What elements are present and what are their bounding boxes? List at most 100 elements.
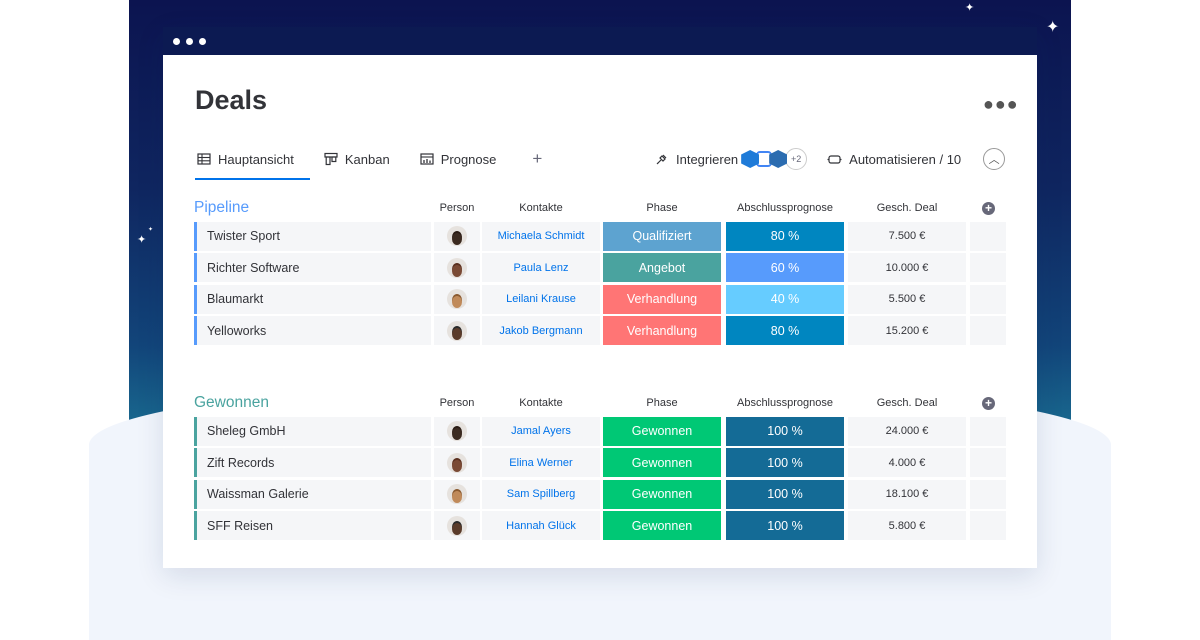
contact-link[interactable]: Leilani Krause (482, 284, 600, 314)
group-header: Gewonnen Person Kontakte Phase Abschluss… (194, 392, 1007, 414)
contact-link[interactable]: Elina Werner (482, 448, 600, 478)
table-row[interactable]: Yelloworks Jakob Bergmann Verhandlung 80… (194, 316, 1007, 346)
column-header-deal[interactable]: Gesch. Deal (876, 202, 938, 214)
forecast-status[interactable]: 100 % (726, 448, 844, 478)
column-header-contacts[interactable]: Kontakte (519, 397, 563, 409)
item-name-cell[interactable]: SFF Reisen (194, 511, 431, 541)
avatar (447, 515, 467, 536)
deal-value-cell[interactable]: 5.500 € (848, 284, 966, 314)
phase-status[interactable]: Qualifiziert (603, 221, 721, 251)
phase-status[interactable]: Gewonnen (603, 448, 721, 478)
more-integrations-badge: +2 (785, 148, 808, 170)
phase-status[interactable]: Gewonnen (603, 511, 721, 541)
item-name-cell[interactable]: Twister Sport (194, 221, 431, 251)
table-row[interactable]: Twister Sport Michaela Schmidt Qualifizi… (194, 221, 1007, 251)
forecast-status[interactable]: 100 % (726, 479, 844, 509)
deal-value-cell[interactable]: 7.500 € (848, 221, 966, 251)
collapse-header-button[interactable]: ︿ (983, 148, 1006, 170)
phase-status[interactable]: Gewonnen (603, 479, 721, 509)
person-cell[interactable] (434, 448, 480, 478)
deal-value-cell[interactable]: 15.200 € (848, 316, 966, 346)
table-row[interactable]: SFF Reisen Hannah Glück Gewonnen 100 % 5… (194, 511, 1007, 541)
phase-status[interactable]: Verhandlung (603, 316, 721, 346)
more-options-icon[interactable]: ●●● (983, 94, 1019, 114)
table-row[interactable]: Blaumarkt Leilani Krause Verhandlung 40 … (194, 284, 1007, 314)
phase-status[interactable]: Angebot (603, 253, 721, 283)
table-row[interactable]: Zift Records Elina Werner Gewonnen 100 %… (194, 448, 1007, 478)
table-row[interactable]: Richter Software Paula Lenz Angebot 60 %… (194, 253, 1007, 283)
forecast-status[interactable]: 100 % (726, 511, 844, 541)
contact-link[interactable]: Paula Lenz (482, 253, 600, 283)
column-header-person[interactable]: Person (439, 202, 475, 214)
forecast-status[interactable]: 80 % (726, 316, 844, 346)
phase-status[interactable]: Gewonnen (603, 416, 721, 446)
item-name-cell[interactable]: Zift Records (194, 448, 431, 478)
forecast-status[interactable]: 80 % (726, 221, 844, 251)
add-column-icon[interactable]: + (982, 396, 995, 410)
contact-link[interactable]: Jakob Bergmann (482, 316, 600, 346)
table-row[interactable]: Waissman Galerie Sam Spillberg Gewonnen … (194, 479, 1007, 509)
integrate-button[interactable]: Integrieren (655, 152, 738, 167)
group-gewonnen: Gewonnen Person Kontakte Phase Abschluss… (194, 392, 1007, 541)
group-title[interactable]: Gewonnen (194, 394, 269, 411)
column-header-forecast[interactable]: Abschlussprognose (736, 202, 833, 214)
empty-cell[interactable] (970, 448, 1006, 478)
add-column-icon[interactable]: + (982, 201, 995, 215)
window-dot[interactable] (186, 37, 193, 45)
contact-link[interactable]: Jamal Ayers (482, 416, 600, 446)
person-cell[interactable] (434, 221, 480, 251)
column-header-phase[interactable]: Phase (646, 202, 678, 214)
add-view-icon[interactable]: + (532, 149, 543, 168)
group-pipeline: Pipeline Person Kontakte Phase Abschluss… (194, 197, 1007, 346)
column-header-deal[interactable]: Gesch. Deal (876, 397, 938, 409)
app-window: Deals ●●● Hauptansicht Kanban Prognose +… (163, 27, 1037, 568)
item-name-cell[interactable]: Waissman Galerie (194, 479, 431, 509)
window-dot[interactable] (199, 37, 206, 45)
column-header-person[interactable]: Person (439, 397, 475, 409)
empty-cell[interactable] (970, 253, 1006, 283)
person-cell[interactable] (434, 511, 480, 541)
automate-button[interactable]: Automatisieren / 10 (827, 152, 961, 167)
contact-link[interactable]: Michaela Schmidt (482, 221, 600, 251)
kanban-icon (324, 152, 338, 166)
column-header-contacts[interactable]: Kontakte (519, 202, 563, 214)
forecast-status[interactable]: 100 % (726, 416, 844, 446)
table-row[interactable]: Sheleg GmbH Jamal Ayers Gewonnen 100 % 2… (194, 416, 1007, 446)
deal-value-cell[interactable]: 10.000 € (848, 253, 966, 283)
column-header-phase[interactable]: Phase (646, 397, 678, 409)
sparkle-icon: ✦ (137, 234, 147, 246)
empty-cell[interactable] (970, 316, 1006, 346)
person-cell[interactable] (434, 253, 480, 283)
contact-link[interactable]: Hannah Glück (482, 511, 600, 541)
tab-hauptansicht[interactable]: Hauptansicht (195, 145, 310, 180)
forecast-status[interactable]: 60 % (726, 253, 844, 283)
group-title[interactable]: Pipeline (194, 199, 250, 216)
empty-cell[interactable] (970, 221, 1006, 251)
item-name-cell[interactable]: Yelloworks (194, 316, 431, 346)
phase-status[interactable]: Verhandlung (603, 284, 721, 314)
person-cell[interactable] (434, 479, 480, 509)
column-header-forecast[interactable]: Abschlussprognose (736, 397, 833, 409)
person-cell[interactable] (434, 284, 480, 314)
empty-cell[interactable] (970, 511, 1006, 541)
item-name-cell[interactable]: Sheleg GmbH (194, 416, 431, 446)
deal-value-cell[interactable]: 24.000 € (848, 416, 966, 446)
item-name-cell[interactable]: Richter Software (194, 253, 431, 283)
chart-icon (420, 153, 434, 165)
item-name-cell[interactable]: Blaumarkt (194, 284, 431, 314)
forecast-status[interactable]: 40 % (726, 284, 844, 314)
deal-value-cell[interactable]: 18.100 € (848, 479, 966, 509)
integration-logos[interactable]: +2 (741, 148, 808, 170)
tab-kanban[interactable]: Kanban (322, 145, 392, 173)
person-cell[interactable] (434, 316, 480, 346)
empty-cell[interactable] (970, 416, 1006, 446)
deal-value-cell[interactable]: 5.800 € (848, 511, 966, 541)
robot-icon (827, 155, 842, 164)
empty-cell[interactable] (970, 284, 1006, 314)
empty-cell[interactable] (970, 479, 1006, 509)
person-cell[interactable] (434, 416, 480, 446)
tab-prognose[interactable]: Prognose (418, 145, 499, 173)
window-dot[interactable] (173, 37, 180, 45)
deal-value-cell[interactable]: 4.000 € (848, 448, 966, 478)
contact-link[interactable]: Sam Spillberg (482, 479, 600, 509)
